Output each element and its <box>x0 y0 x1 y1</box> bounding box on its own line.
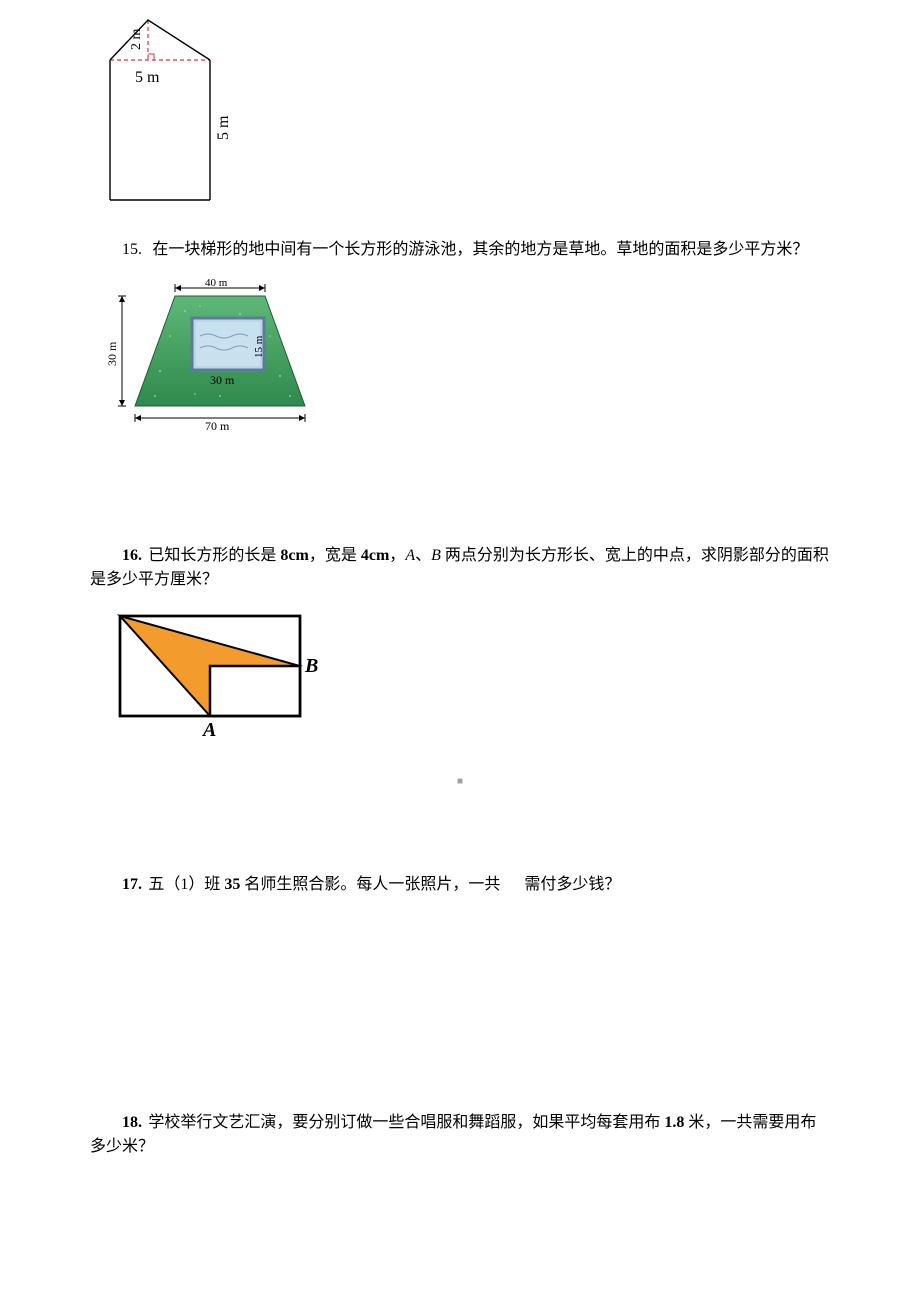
bottom-label: 70 m <box>205 419 230 433</box>
top-label: 40 m <box>205 277 228 289</box>
center-marker: ■ <box>90 774 830 789</box>
right-angle-marker <box>148 54 154 60</box>
q16-A: A <box>405 547 415 564</box>
inner-rect <box>210 666 300 716</box>
q17-spacer <box>500 876 524 893</box>
pool-height-label: 15 m <box>253 335 265 358</box>
spacer <box>90 464 830 524</box>
q17-tc: 需付多少钱？ <box>524 876 620 893</box>
q15-number: 15. <box>122 241 142 258</box>
q18-ta: 学校举行文艺汇演，要分别订做一些合唱服和舞蹈服，如果平均每套用布 <box>148 1114 664 1131</box>
q16-t1: 已知长方形的长是 <box>148 547 280 564</box>
q16-wid: 4cm <box>361 547 389 564</box>
q17-tb: 名师生照合影。每人一张照片，一共 <box>240 876 500 893</box>
roof-base-label: 5 m <box>135 69 160 86</box>
spacer-2 <box>90 793 830 853</box>
label-A: A <box>201 719 216 741</box>
wall-height-label: 5 m <box>215 115 230 140</box>
question-16: 16.已知长方形的长是 8cm，宽是 4cm，A、B 两点分别为长方形长、宽上的… <box>90 544 830 592</box>
question-15: 15. 在一块梯形的地中间有一个长方形的游泳池，其余的地方是草地。草地的面积是多… <box>90 238 830 262</box>
question-17: 17. 五（1）班 35 名师生照合影。每人一张照片，一共 需付多少钱？ <box>90 873 830 897</box>
pool-inner <box>196 322 260 366</box>
q17-count: 35 <box>224 876 240 893</box>
q16-sep: 、 <box>415 547 431 564</box>
q17-ta: 五（1）班 <box>148 876 224 893</box>
question-18: 18.学校举行文艺汇演，要分别订做一些合唱服和舞蹈服，如果平均每套用布 1.8 … <box>90 1111 830 1159</box>
roof-height-label: 2 m <box>129 29 144 51</box>
q18-val: 1.8 <box>664 1114 684 1131</box>
q16-number: 16. <box>122 547 142 564</box>
trapezoid-figure: 40 m 30 m 15 m 30 m 70 m <box>100 276 830 444</box>
q16-B: B <box>431 547 441 564</box>
q16-t2: ，宽是 <box>309 547 361 564</box>
label-B: B <box>304 655 318 677</box>
trapezoid-svg: 40 m 30 m 15 m 30 m 70 m <box>100 276 320 436</box>
height-label: 30 m <box>105 341 119 366</box>
q15-text: 在一块梯形的地中间有一个长方形的游泳池，其余的地方是草地。草地的面积是多少平方米… <box>152 241 808 258</box>
q16-t3: ， <box>389 547 405 564</box>
house-svg: 2 m 5 m 5 m <box>100 10 230 210</box>
q17-number: 17. <box>122 876 142 893</box>
roof-outline <box>110 20 210 60</box>
rectangle-svg: B A <box>100 606 330 746</box>
spacer-3 <box>90 911 830 1091</box>
q18-number: 18. <box>122 1114 142 1131</box>
rectangle-figure: B A <box>100 606 830 754</box>
pool-width-label: 30 m <box>210 373 235 387</box>
house-figure: 2 m 5 m 5 m <box>100 10 830 218</box>
q16-len: 8cm <box>280 547 308 564</box>
